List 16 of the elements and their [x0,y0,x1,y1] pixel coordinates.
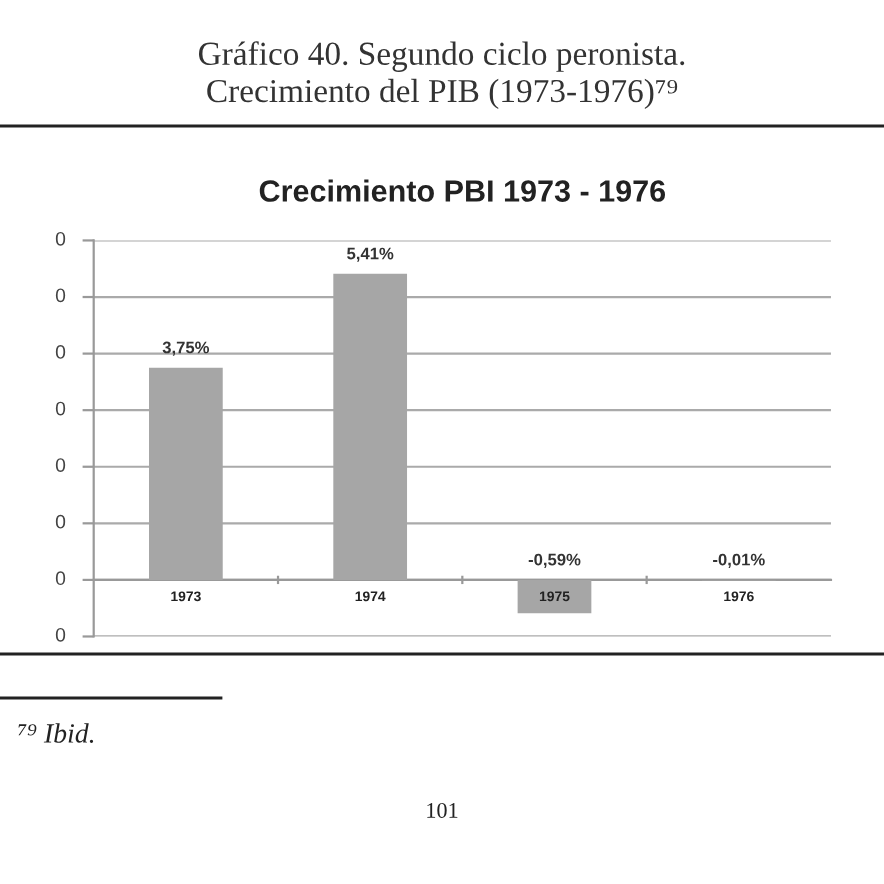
text: 0 [55,288,66,303]
text: 0 [55,571,66,586]
text: 101 [427,802,458,818]
data-label: -0,01% [713,553,765,568]
text: 0 [55,627,66,642]
data-label: 3,75% [162,341,210,356]
text: 0 [55,514,66,529]
text: 0 [55,345,66,359]
text: 0 [55,401,66,416]
chart-title: Gráfico 40. Segundo ciclo peronista. Crecimiento del PIB (1973-1976)⁷⁹ [198,41,685,110]
text: 0 [55,458,66,472]
chart-subtitle: Crecimiento PBI 1973 - 1976 [259,179,666,202]
text: 0 [55,231,66,246]
data-label: 5,41% [347,247,394,262]
data-label: -0,59% [528,553,581,568]
text: ⁷⁹ Ibid. [18,723,94,743]
